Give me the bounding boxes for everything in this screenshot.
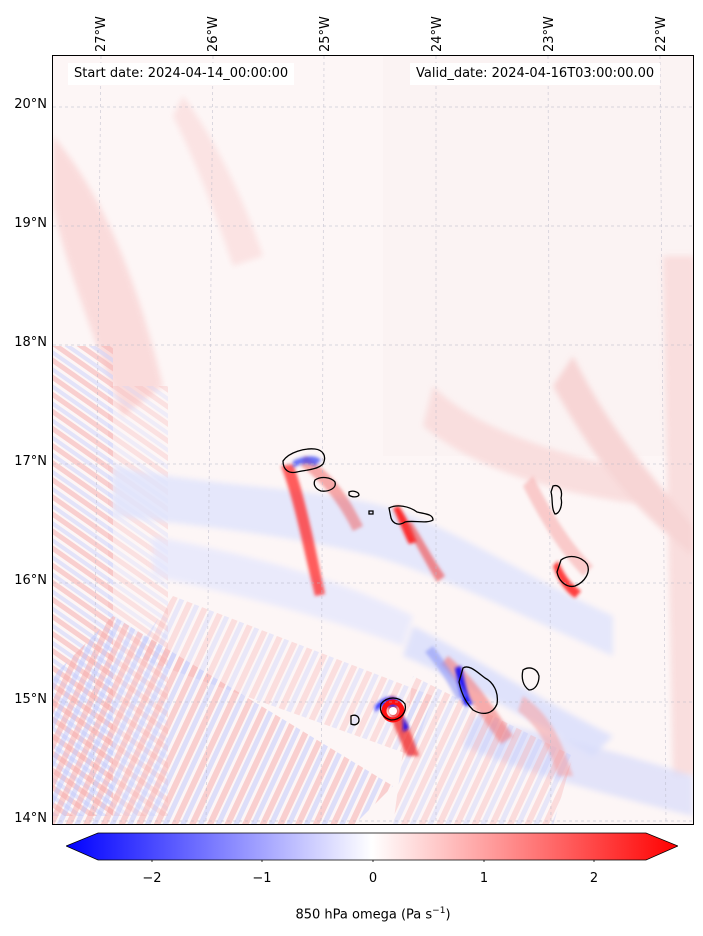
lon-label-27w: 27°W (94, 16, 109, 52)
lat-label-16n: 16°N (14, 573, 47, 588)
map-panel (52, 55, 694, 825)
lon-label-26w: 26°W (206, 16, 221, 52)
lat-label-14n: 14°N (14, 811, 47, 826)
lon-label-25w: 25°W (318, 16, 333, 52)
island-maio (521, 667, 540, 691)
island-sal (550, 484, 563, 515)
lat-label-19n: 19°N (14, 216, 47, 231)
lat-label-18n: 18°N (14, 335, 47, 350)
island-santiago (458, 666, 499, 715)
lat-label-17n: 17°N (14, 454, 47, 469)
lat-label-15n: 15°N (14, 692, 47, 707)
colorbar-label: 850 hPa omega (Pa s−1) (295, 906, 451, 923)
colorbar-tick-neg2: −2 (142, 871, 162, 886)
island-sao-nicolau (388, 505, 434, 525)
lon-label-24w: 24°W (430, 16, 445, 52)
lon-label-23w: 23°W (542, 16, 557, 52)
lat-label-20n: 20°N (14, 97, 47, 112)
island-sao-vicente (313, 476, 336, 492)
lon-label-22w: 22°W (654, 16, 669, 52)
island-brava (350, 714, 360, 726)
island-fogo (379, 697, 407, 721)
colorbar (66, 832, 678, 862)
colorbar-tick-1: 1 (479, 871, 489, 886)
colorbar-tick-2: 2 (589, 871, 599, 886)
island-boa-vista (556, 555, 589, 588)
omega-field (53, 56, 693, 824)
colorbar-tick-neg1: −1 (252, 871, 272, 886)
island-branco (368, 510, 374, 515)
valid-date-label: Valid_date: 2024-04-16T03:00:00.00 (410, 63, 661, 85)
island-santo-antao (282, 448, 326, 474)
start-date-label: Start date: 2024-04-14_00:00:00 (68, 63, 295, 85)
island-santa-luzia (348, 490, 360, 498)
colorbar-tick-0: 0 (368, 871, 378, 886)
